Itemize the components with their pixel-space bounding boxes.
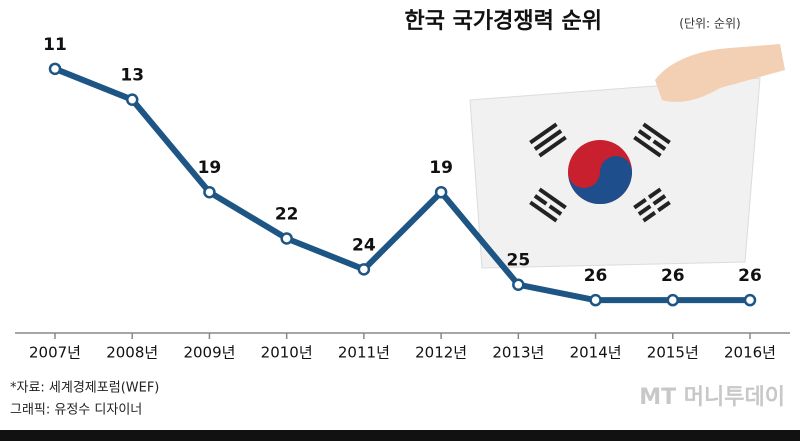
chart-title: 한국 국가경쟁력 순위: [405, 9, 602, 34]
watermark: MT 머니투데이: [639, 385, 785, 410]
marker: [743, 293, 757, 307]
data-label: 19: [429, 158, 453, 178]
x-tick-label: 2009년: [183, 344, 235, 362]
marker: [666, 293, 680, 307]
line: [53, 66, 750, 304]
x-tick-label: 2012년: [415, 344, 467, 362]
x-tick-label: 2016년: [724, 344, 776, 362]
marker: [48, 62, 62, 76]
marker: [357, 263, 371, 276]
data-label: 26: [584, 266, 608, 286]
data-label: 19: [198, 158, 222, 178]
x-tick-label: 2013년: [492, 344, 544, 362]
data-label: 25: [506, 251, 530, 271]
data-label: 24: [352, 235, 376, 255]
data-label: 13: [120, 66, 144, 86]
chart-subtitle: (단위: 순위): [679, 17, 740, 31]
marker: [280, 232, 293, 245]
data-label: 22: [275, 204, 299, 224]
x-tick-label: 2015년: [647, 344, 699, 362]
source-note: *자료: 세계경제포럼(WEF): [10, 381, 159, 396]
x-tick-label: 2007년: [29, 344, 81, 362]
x-tick-label: 2014년: [570, 344, 622, 362]
data-label: 26: [661, 266, 685, 286]
x-tick-label: 2008년: [106, 344, 158, 362]
bottom-bar: [0, 430, 800, 441]
x-tick-label: 2011년: [338, 344, 390, 362]
credit-note: 그래픽: 유정수 디자이너: [10, 403, 142, 418]
marker: [589, 293, 602, 307]
data-label: 11: [43, 35, 67, 55]
flag-illustration: [469, 44, 785, 269]
data-label: 26: [738, 266, 762, 286]
marker: [203, 185, 216, 199]
marker: [125, 93, 139, 106]
marker: [512, 278, 525, 291]
marker: [434, 185, 448, 199]
x-tick-label: 2010년: [261, 344, 313, 362]
